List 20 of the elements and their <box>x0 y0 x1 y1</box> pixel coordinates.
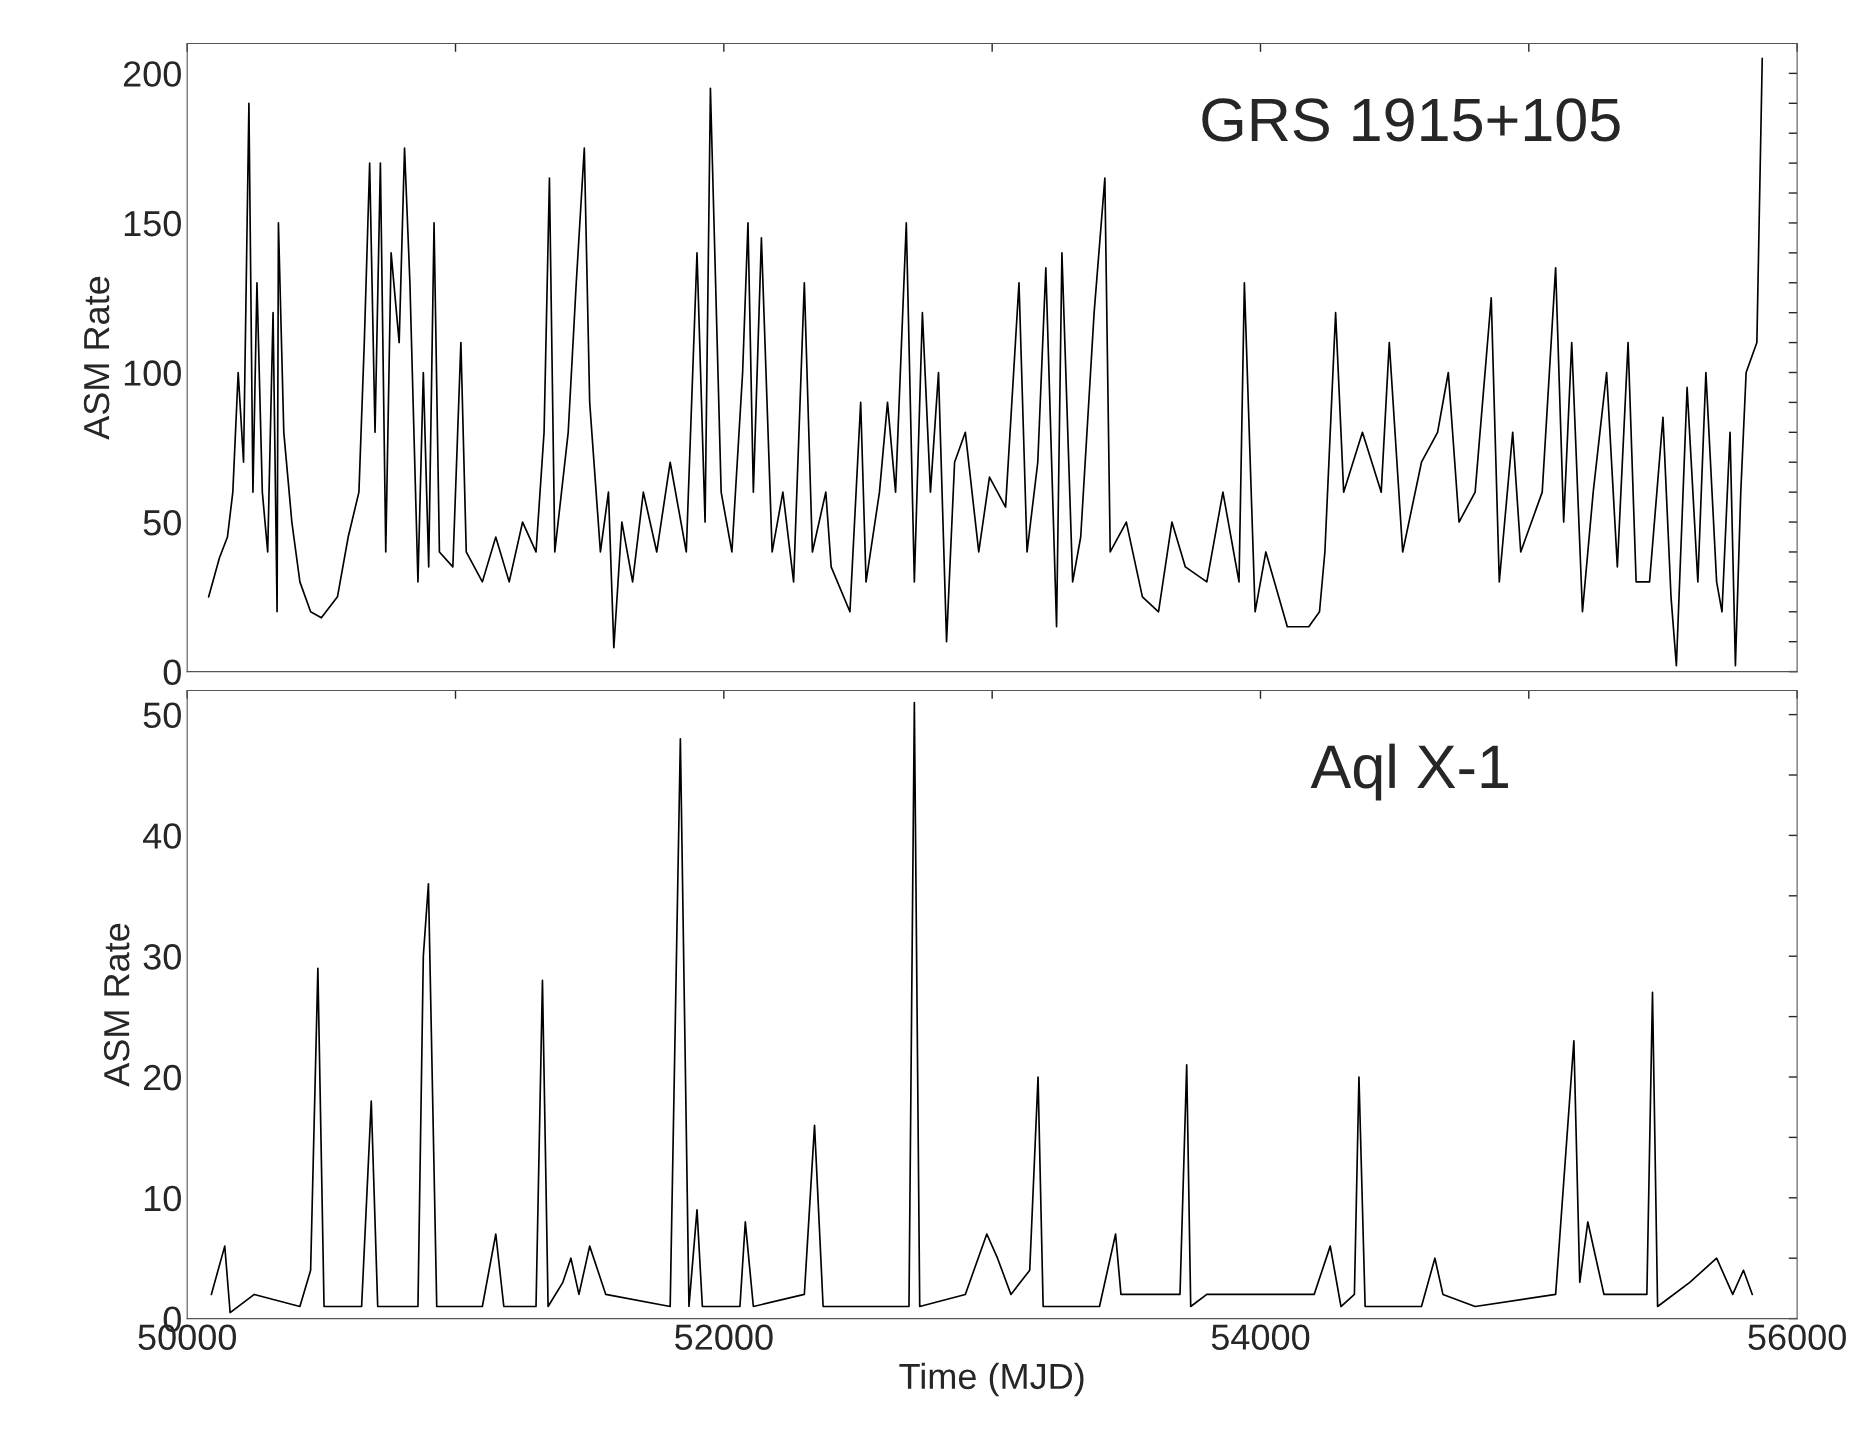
annotation: GRS 1915+105 <box>1202 98 1620 142</box>
y-tick-label: 0 <box>163 659 181 686</box>
line-series <box>207 57 1764 667</box>
y-tick-label: 50 <box>143 702 181 729</box>
y-tick-label: 200 <box>123 61 181 87</box>
y-tick-label: 100 <box>124 360 181 386</box>
y-tick-label: 30 <box>143 944 181 970</box>
y-tick-label: 10 <box>144 1185 181 1212</box>
annotation: Aql X-1 <box>1310 743 1508 801</box>
y-tick-label: 40 <box>143 823 181 849</box>
x-tick-label: 54000 <box>1211 1324 1310 1350</box>
y-tick-label: 50 <box>143 509 181 536</box>
y-tick-label: 150 <box>124 210 181 237</box>
y-tick-label: 20 <box>143 1064 181 1091</box>
x-axis-title: Time (MJD) <box>899 1362 1084 1397</box>
line-series <box>210 701 1754 1314</box>
x-tick-label: 52000 <box>675 1324 773 1350</box>
y-axis-title: ASM Rate <box>83 276 110 440</box>
y-axis-title: ASM Rate <box>103 923 130 1087</box>
x-tick-label: 56000 <box>1748 1324 1846 1350</box>
